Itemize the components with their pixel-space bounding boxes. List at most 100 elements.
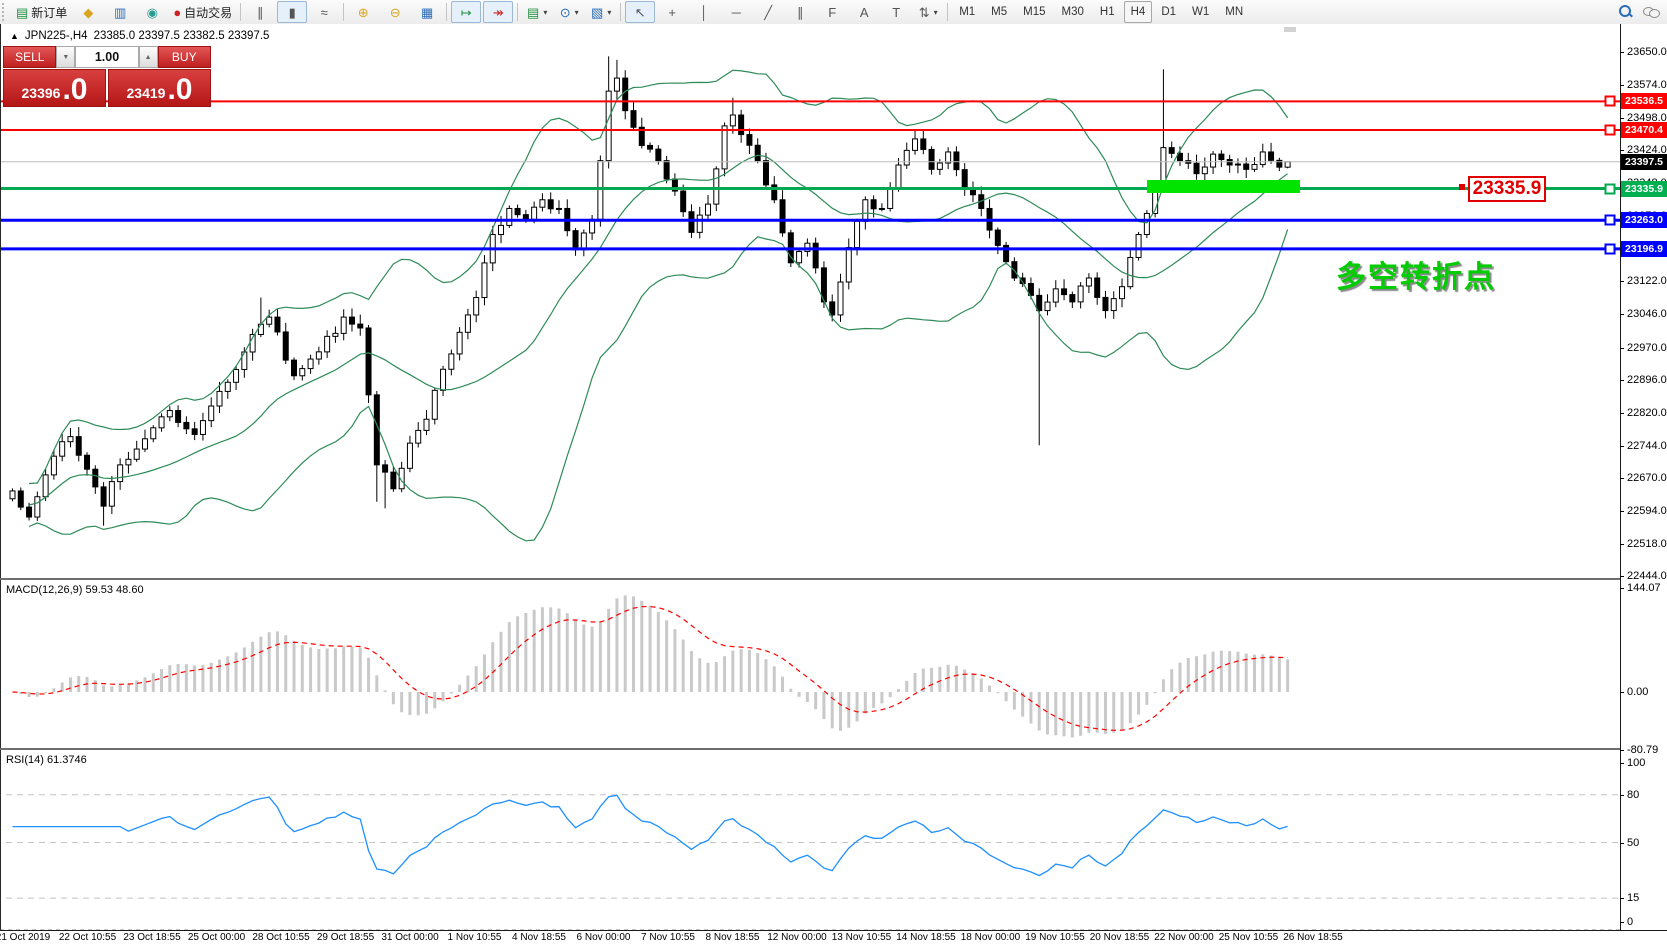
vertical-line-button[interactable]: │ — [689, 1, 719, 23]
horizontal-line-button[interactable]: ─ — [721, 1, 751, 23]
volume-up-button[interactable]: ▲ — [138, 46, 158, 68]
timeframe-m1-button[interactable]: M1 — [959, 6, 976, 18]
price-tick-22896-tick — [1620, 379, 1624, 381]
text-button[interactable]: A — [849, 1, 879, 23]
price-tick-22896: 22896.0 — [1627, 373, 1667, 386]
line-handle-23536.5[interactable] — [1604, 95, 1616, 107]
chart-window[interactable]: ▲ JPN225-,H4 23385.0 23397.5 23382.5 233… — [0, 24, 1667, 952]
one-click-trading-panel: SELL ▼ 1.00 ▲ BUY 23396 .0 23419 .0 — [3, 46, 211, 107]
price-callout-box[interactable]: 23335.9 — [1468, 176, 1546, 202]
price-tick-22594-tick — [1620, 510, 1624, 512]
tile-windows-button[interactable]: ▦ — [412, 1, 442, 23]
time-label-1: 22 Oct 10:55 — [58, 932, 117, 943]
bollinger-middle-band — [28, 154, 1288, 506]
timeframe-m5-button[interactable]: M5 — [991, 6, 1008, 18]
timeframe-h4-button[interactable]: H4 — [1123, 1, 1153, 23]
fibonacci-button[interactable]: F — [817, 1, 847, 23]
text-label-button[interactable]: T — [881, 1, 911, 23]
timeframe-m30-button[interactable]: M30 — [1061, 6, 1084, 18]
line-handle-23470.4[interactable] — [1604, 124, 1616, 136]
volume-input[interactable]: 1.00 — [75, 46, 139, 68]
chart-shift-icon: ↠ — [492, 4, 504, 20]
template-menu-button[interactable]: ▧ ▾ — [586, 1, 616, 23]
zoom-in-button[interactable]: ⊕ — [348, 1, 378, 23]
time-label-0: 21 Oct 2019 — [0, 932, 51, 943]
panel-separator-macd[interactable] — [0, 578, 1620, 580]
chart-bars-icon: ∥ — [256, 4, 264, 20]
toolbar: ▤ 新订单 ◆ ▥ ◉ ● 自动交易 ∥ ▮ ≈ ⊕ ⊖ ▦ ↦ ↠ ▤ ▾ ⊙ ▾ ▧ ▾ ↖ + │ ─ ╱ ∥ F A T ⇅ ▾ M1 M… — [0, 0, 1667, 25]
channel-icon: ∥ — [796, 4, 804, 20]
rsi-line — [12, 794, 1288, 877]
sell-button[interactable]: SELL — [3, 46, 57, 68]
channel-button[interactable]: ∥ — [785, 1, 815, 23]
chart-shift-button[interactable]: ↠ — [483, 1, 514, 23]
trendline-button[interactable]: ╱ — [753, 1, 783, 23]
chart-canvas[interactable] — [0, 24, 1667, 952]
chart-candles-button[interactable]: ▮ — [277, 1, 308, 23]
toolbar-grip — [2, 3, 9, 21]
chart-bars-button[interactable]: ∥ — [245, 1, 275, 23]
chart-left-border — [0, 24, 1, 930]
auto-trading-button[interactable]: ● 自动交易 — [169, 1, 236, 23]
price-tick-22518: 22518.0 — [1627, 537, 1667, 550]
rsi-tick-15-tick — [1620, 898, 1624, 900]
timeframe-h1-button[interactable]: H1 — [1099, 6, 1115, 18]
time-label-12: 12 Nov 00:00 — [767, 932, 827, 943]
search-icon[interactable] — [1619, 5, 1633, 19]
time-label-19: 25 Nov 10:55 — [1218, 932, 1279, 943]
new-order-button[interactable]: ▤ 新订单 — [12, 1, 71, 23]
timeframe-w1-button[interactable]: W1 — [1192, 6, 1210, 18]
new-order-menu-button[interactable]: ▤ ▾ — [522, 1, 552, 23]
toolbar-separator — [343, 3, 345, 21]
panel-separator-rsi[interactable] — [0, 748, 1620, 750]
timeframe-d1-button[interactable]: D1 — [1161, 6, 1177, 18]
collapse-arrow-icon[interactable]: ▲ — [10, 31, 19, 41]
line-handle-23335.9[interactable] — [1604, 183, 1616, 194]
callout-anchor-marker[interactable] — [1459, 184, 1465, 190]
chart-scroll-marker[interactable] — [1284, 27, 1296, 32]
auto-scroll-button[interactable]: ↦ — [451, 1, 482, 23]
macd-indicator-label: MACD(12,26,9) 59.53 48.60 — [6, 584, 144, 596]
arrows-button[interactable]: ⇅ ▾ — [913, 1, 943, 23]
time-label-13: 13 Nov 10:55 — [831, 932, 892, 943]
time-label-2: 23 Oct 18:55 — [123, 932, 181, 943]
chat-icon[interactable] — [1643, 6, 1660, 18]
doc-plus-icon: ▤ — [16, 4, 29, 20]
fibonacci-icon: F — [828, 4, 837, 20]
green-highlight-rectangle[interactable] — [1147, 180, 1300, 193]
line-handle-23196.9[interactable] — [1604, 243, 1616, 255]
price-tick-23574-tick — [1620, 85, 1624, 87]
price-tick-23498-tick — [1620, 118, 1624, 120]
chart-line-icon: ≈ — [320, 4, 328, 20]
trendline-icon: ╱ — [764, 4, 773, 20]
price-tick-23122-tick — [1620, 281, 1624, 283]
time-axis-border — [0, 930, 1667, 931]
price-tick-23574: 23574.0 — [1627, 79, 1667, 92]
sell-price-button[interactable]: 23396 .0 — [3, 69, 106, 107]
auto-trading-button-label: 自动交易 — [184, 5, 233, 20]
zoom-in-icon: ⊕ — [357, 4, 369, 20]
zoom-out-button[interactable]: ⊖ — [380, 1, 410, 23]
time-label-10: 7 Nov 10:55 — [641, 932, 695, 943]
turning-point-annotation[interactable]: 多空转折点 — [1336, 261, 1496, 294]
signal-button[interactable]: ◉ — [137, 1, 167, 23]
profile-button[interactable]: ◆ — [73, 1, 103, 23]
timeframe-mn-button[interactable]: MN — [1225, 6, 1244, 18]
market-watch-button[interactable]: ▥ — [105, 1, 135, 23]
buy-price-button[interactable]: 23419 .0 — [108, 69, 211, 107]
chart-ohlc-values: 23385.0 23397.5 23382.5 23397.5 — [93, 30, 270, 42]
buy-price-small: 23419 — [126, 85, 166, 101]
buy-button[interactable]: BUY — [157, 46, 211, 68]
cursor-button[interactable]: ↖ — [625, 1, 656, 23]
chart-line-button[interactable]: ≈ — [309, 1, 339, 23]
crosshair-button[interactable]: + — [657, 1, 687, 23]
price-tick-22744: 22744.0 — [1627, 439, 1667, 452]
dropdown-caret-icon: ▾ — [574, 7, 579, 17]
line-handle-23263.0[interactable] — [1604, 214, 1616, 226]
bollinger-lower-band — [28, 229, 1289, 542]
timeframe-m15-button[interactable]: M15 — [1023, 6, 1046, 18]
time-label-5: 29 Oct 18:55 — [316, 932, 375, 943]
timer-menu-button[interactable]: ⊙ ▾ — [554, 1, 584, 23]
volume-down-button[interactable]: ▼ — [56, 46, 76, 68]
price-tick-23046: 23046.0 — [1627, 308, 1667, 321]
